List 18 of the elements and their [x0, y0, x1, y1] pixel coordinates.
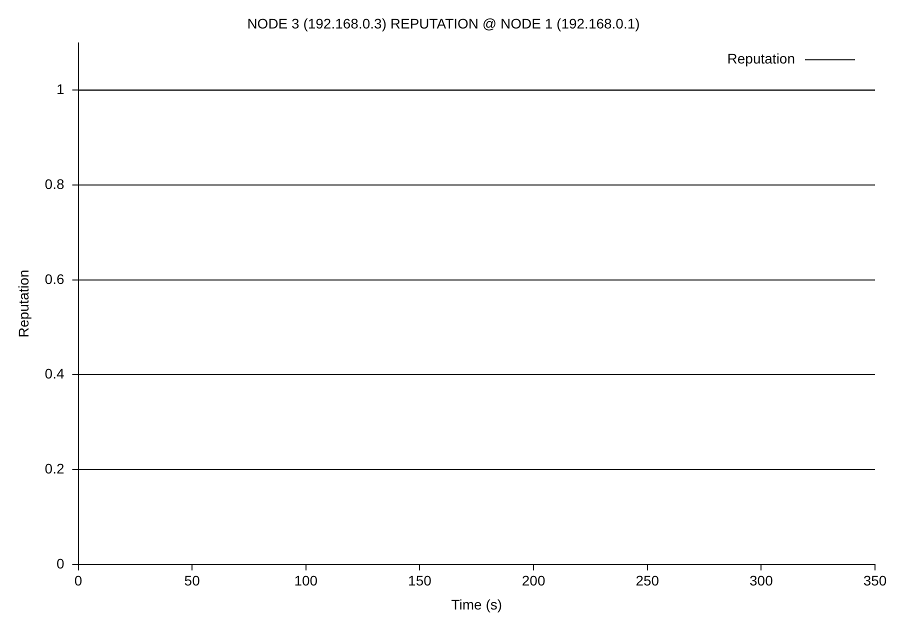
y-tick-label: 1: [56, 81, 64, 98]
x-tick-label: 250: [636, 572, 660, 589]
y-tick-label: 0: [56, 555, 64, 572]
x-tick-label: 300: [750, 572, 774, 589]
y-tick-label: 0.6: [44, 270, 64, 287]
legend-label: Reputation: [727, 50, 795, 67]
y-tick-label: 0.8: [44, 176, 64, 192]
y-tick-label: 0.2: [44, 460, 64, 476]
y-axis-title: Reputation: [15, 270, 32, 338]
x-tick-label: 200: [522, 572, 546, 589]
x-tick-label: 50: [184, 572, 200, 589]
y-tick-label: 0.4: [44, 366, 64, 382]
x-tick-label: 0: [74, 572, 82, 589]
x-tick-label: 350: [863, 572, 887, 589]
x-axis-title: Time (s): [451, 596, 502, 612]
x-tick-label: 100: [294, 572, 318, 589]
chart-title: NODE 3 (192.168.0.3) REPUTATION @ NODE 1 (192.168.0.1): [247, 15, 640, 32]
x-tick-label: 150: [408, 572, 432, 589]
